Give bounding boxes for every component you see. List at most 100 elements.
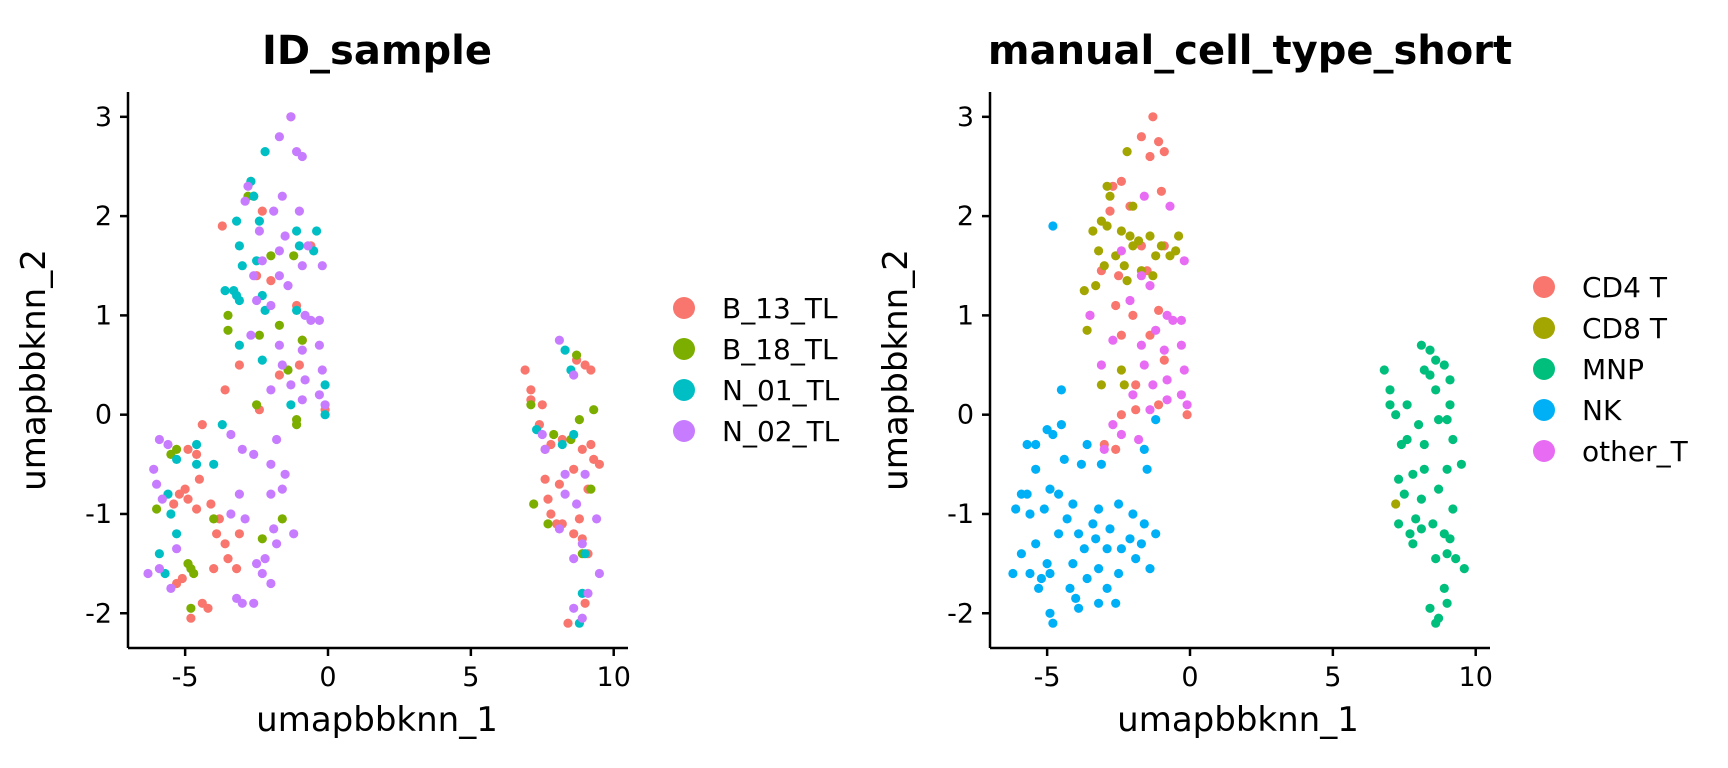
panel-1-point-n-01-tl	[292, 305, 302, 315]
panel-2-point-cd8-t	[1099, 261, 1109, 271]
panel-1-point-n-01-tl	[192, 439, 202, 450]
panel-1-point-b-13-tl	[586, 439, 596, 450]
scatter-panel-id-sample: ID_sample -5 0 5 10 -2 -1 0 1 2 3 umapbbknn_1 umapbb…	[14, 28, 840, 740]
panel-2-point-nk	[1074, 603, 1084, 613]
panel-2-point-nk	[1025, 509, 1035, 519]
panel-1-point-n-02-tl	[580, 469, 590, 479]
panel-2-point-cd8-t	[1079, 286, 1089, 296]
panel-2-point-other-t	[1159, 345, 1169, 355]
panel-2-point-nk	[1102, 583, 1112, 594]
panel-2-data-points	[1008, 112, 1469, 628]
panel-1-point-n-02-tl	[163, 439, 173, 450]
panel-2-point-nk	[1054, 529, 1064, 539]
panel-1-x-tick-label: -5	[172, 662, 199, 693]
panel-2-point-cd8-t	[1122, 276, 1132, 286]
panel-1-point-n-02-tl	[537, 429, 547, 440]
panel-1-y-tick-label: -2	[85, 598, 112, 629]
panel-2-point-mnp	[1445, 400, 1455, 410]
panel-2-point-nk	[1088, 519, 1098, 529]
panel-2-point-cd4-t	[1116, 176, 1126, 186]
panel-2-point-other-t	[1085, 310, 1095, 320]
panel-1-point-b-18-tl	[223, 310, 233, 320]
panel-1-point-b-18-tl	[549, 429, 559, 440]
panel-1-point-n-02-tl	[300, 375, 310, 385]
panel-1-point-n-01-tl	[166, 509, 176, 519]
panel-2-legend-key-other-t	[1533, 440, 1555, 462]
panel-1-point-b-13-tl	[174, 489, 184, 499]
panel-1-x-tick-label: 10	[597, 662, 631, 693]
panel-1-point-n-02-tl	[249, 449, 259, 459]
panel-2-point-nk	[1008, 568, 1018, 579]
panel-2-point-cd8-t	[1151, 251, 1161, 261]
panel-2-point-cd8-t	[1148, 271, 1158, 281]
panel-2-point-other-t	[1151, 325, 1161, 335]
panel-2-point-nk	[1131, 554, 1141, 564]
panel-2-point-nk	[1065, 583, 1075, 594]
panel-1-y-tick-label: 2	[95, 201, 112, 232]
panel-2-point-mnp	[1408, 539, 1418, 549]
panel-1-point-n-01-tl	[312, 226, 322, 236]
panel-2-point-nk	[1068, 559, 1078, 569]
panel-1-point-b-13-tl	[569, 464, 579, 474]
panel-2-point-cd8-t	[1156, 241, 1166, 251]
panel-1-point-n-01-tl	[217, 420, 227, 430]
panel-1-point-n-02-tl	[274, 340, 284, 350]
panel-1-point-b-18-tl	[152, 504, 162, 514]
panel-2-point-nk	[1042, 559, 1052, 569]
panel-2-point-mnp	[1379, 365, 1389, 375]
panel-2-point-cd8-t	[1096, 380, 1106, 390]
panel-2-y-tick-label: 0	[957, 400, 974, 431]
panel-2-point-nk	[1082, 573, 1092, 584]
panel-1-point-n-02-tl	[569, 370, 579, 380]
panel-1-point-n-02-tl	[554, 335, 565, 345]
panel-1-point-n-01-tl	[254, 216, 264, 226]
panel-1-point-n-01-tl	[232, 216, 242, 226]
panel-2-point-nk	[1034, 583, 1044, 594]
panel-2-point-other-t	[1139, 191, 1149, 201]
panel-1-point-b-13-tl	[203, 603, 213, 613]
panel-1-y-tick-label: 1	[95, 300, 112, 331]
panel-2-point-other-t	[1136, 340, 1146, 350]
panel-2-y-tick-label: -1	[947, 499, 974, 530]
panel-1-point-n-01-tl	[234, 295, 244, 306]
panel-2-legend-label-other-t: other_T	[1582, 435, 1689, 468]
panel-1-point-n-02-tl	[569, 603, 579, 613]
panel-2-point-cd8-t	[1125, 231, 1135, 241]
panel-1-point-n-02-tl	[237, 444, 247, 454]
panel-1-point-b-18-tl	[543, 519, 553, 529]
panel-1-point-n-02-tl	[592, 514, 602, 524]
panel-2-point-nk	[1136, 539, 1146, 549]
panel-2-point-nk	[1128, 509, 1138, 519]
panel-1-chart-title: ID_sample	[262, 28, 492, 74]
panel-1-point-n-02-tl	[154, 564, 164, 574]
panel-1-point-b-18-tl	[172, 444, 182, 454]
panel-1-point-b-13-tl	[223, 554, 233, 564]
panel-1-legend-label-n-02-tl: N_02_TL	[722, 415, 840, 448]
panel-1-legend-label-n-01-tl: N_01_TL	[722, 374, 840, 407]
panel-2-point-other-t	[1162, 375, 1172, 385]
panel-2-point-cd4-t	[1182, 410, 1192, 420]
panel-1-point-n-02-tl	[274, 132, 284, 142]
panel-2-point-cd8-t	[1116, 226, 1126, 236]
panel-1-point-b-18-tl	[529, 499, 539, 509]
panel-1-point-b-18-tl	[277, 514, 287, 524]
panel-1-point-n-02-tl	[246, 330, 256, 340]
panel-1-point-n-01-tl	[320, 380, 330, 390]
panel-1-point-b-18-tl	[586, 484, 596, 494]
panel-2-point-nk	[1056, 420, 1066, 430]
panel-1-point-b-13-tl	[186, 613, 196, 623]
panel-2-point-mnp	[1394, 474, 1404, 484]
panel-2-point-nk	[1102, 544, 1112, 554]
panel-2-point-nk	[1096, 459, 1106, 469]
panel-2-point-cd8-t	[1082, 325, 1092, 335]
panel-1-point-n-02-tl	[157, 494, 167, 504]
panel-1-point-b-13-tl	[569, 529, 579, 539]
panel-2-point-nk	[1022, 439, 1032, 450]
panel-2-point-mnp	[1448, 434, 1458, 445]
panel-1-y-tick-label: 3	[95, 102, 112, 133]
panel-2-point-other-t	[1179, 256, 1189, 266]
panel-2-point-other-t	[1176, 340, 1186, 350]
panel-1-point-n-02-tl	[314, 315, 324, 325]
panel-2-legend-key-cd4-t	[1533, 276, 1555, 298]
panel-1-point-n-02-tl	[577, 613, 587, 623]
